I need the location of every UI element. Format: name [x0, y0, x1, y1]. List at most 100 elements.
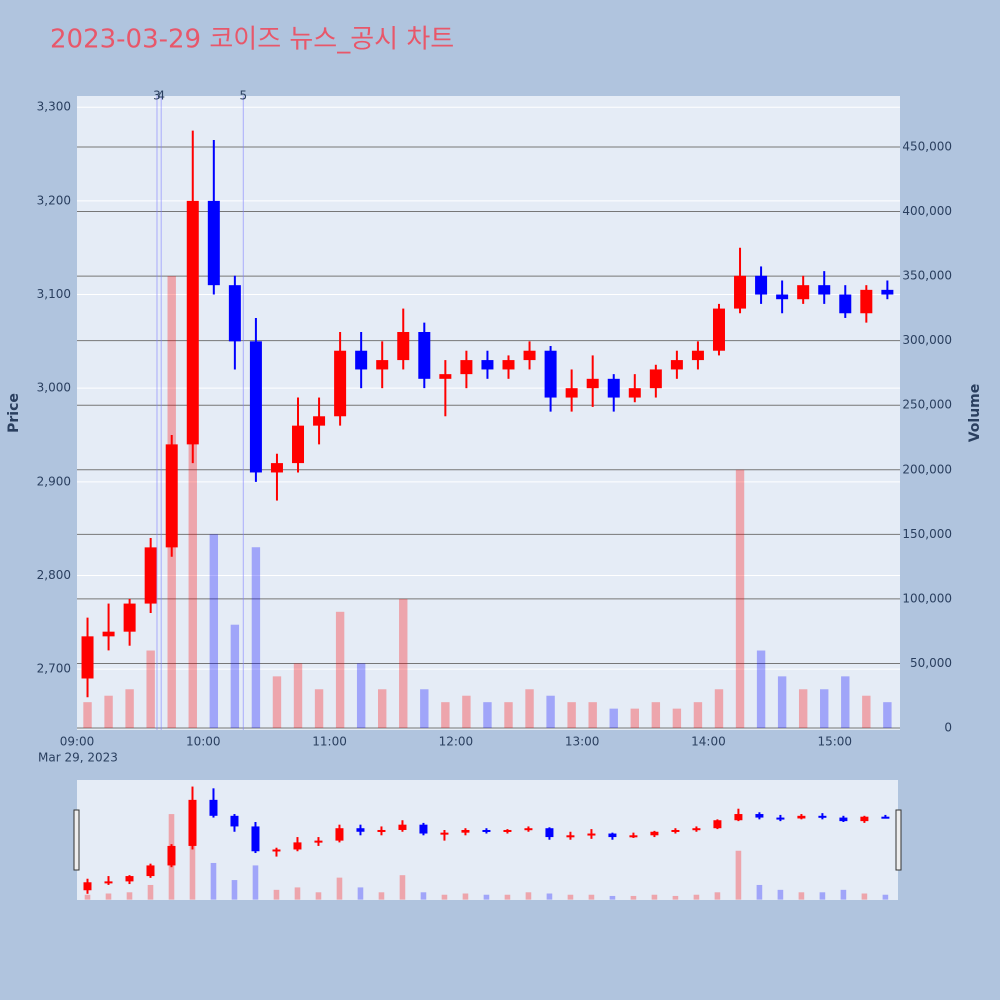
volume-bar — [357, 887, 364, 900]
volume-bar — [651, 894, 658, 900]
plot-area — [77, 96, 900, 730]
volume-bar — [125, 689, 134, 728]
candle-body — [691, 350, 704, 361]
candle-body — [565, 388, 578, 398]
candle-body — [461, 829, 470, 833]
candle-body — [713, 820, 722, 829]
candle-body — [629, 835, 638, 838]
candle-body — [776, 817, 785, 820]
volume-bar — [231, 880, 238, 900]
y-tick-label: 2,700 — [37, 662, 71, 676]
candle-body — [481, 360, 494, 370]
volume-bar — [609, 708, 618, 728]
volume-bar — [189, 826, 196, 900]
candle-body — [587, 833, 596, 836]
volume-bar — [294, 887, 301, 900]
candle-body — [482, 829, 491, 832]
volume-bar — [272, 676, 282, 728]
volume-bar — [756, 884, 763, 900]
volume-bar — [230, 624, 240, 728]
y2-tick-label: 50,000 — [910, 656, 952, 670]
candle-body — [670, 360, 683, 370]
y2-tick-label: 200,000 — [902, 462, 952, 476]
candle-body — [628, 388, 641, 398]
x-tick-label: 09:00 — [60, 735, 95, 749]
volume-bar — [420, 892, 427, 900]
candle-body — [797, 815, 806, 819]
volume-bar — [693, 894, 700, 900]
y-tick-label: 2,800 — [37, 568, 71, 582]
y2-tick-label: 450,000 — [902, 139, 952, 153]
volume-bar — [483, 894, 490, 900]
candle-body — [186, 200, 199, 445]
x-date-label: Mar 29, 2023 — [38, 751, 118, 765]
volume-bar — [630, 708, 639, 728]
volume-bar — [314, 689, 324, 728]
candle-body — [439, 374, 452, 379]
candle-body — [313, 416, 326, 426]
volume-bar — [188, 340, 197, 728]
volume-bar — [756, 650, 766, 728]
volume-bar — [525, 689, 534, 728]
candle-body — [418, 331, 431, 379]
volume-bar — [399, 598, 408, 728]
volume-bar — [567, 894, 574, 900]
volume-bar — [630, 895, 637, 900]
volume-bar — [105, 893, 112, 900]
candle-body — [123, 603, 136, 632]
volume-bar — [273, 889, 280, 900]
volume-bar — [609, 895, 616, 900]
candle-body — [377, 829, 386, 832]
candle-body — [376, 360, 389, 370]
chart-title: 2023-03-29 코이즈 뉴스_공시 차트 — [50, 25, 454, 55]
candle-body — [712, 308, 725, 351]
candle-body — [165, 444, 178, 548]
volume-bar — [504, 894, 511, 900]
candle-body — [144, 547, 157, 604]
volume-bar — [252, 865, 259, 900]
candle-body — [692, 828, 701, 831]
candle-body — [209, 799, 218, 816]
candle-body — [881, 289, 894, 295]
candle-body — [839, 294, 852, 314]
candle-body — [272, 849, 281, 852]
volume-bar — [672, 895, 679, 900]
candle-body — [586, 378, 599, 389]
candle-body — [419, 824, 428, 834]
y2-tick-label: 150,000 — [902, 527, 952, 541]
annotation-label: 5 — [239, 89, 247, 103]
y-tick-label: 3,000 — [37, 381, 71, 395]
candle-body — [755, 275, 768, 295]
y-tick-label: 3,300 — [37, 100, 71, 114]
volume-bar — [126, 892, 133, 900]
candle-body — [314, 840, 323, 843]
candle-body — [545, 828, 554, 838]
volume-bar — [378, 689, 387, 728]
volume-bar — [567, 702, 576, 728]
y-tick-label: 3,100 — [37, 287, 71, 301]
candle-body — [460, 360, 473, 375]
candle-body — [734, 275, 747, 309]
volume-bar — [693, 702, 703, 728]
range-handle[interactable] — [73, 809, 80, 871]
volume-bar — [462, 893, 469, 900]
candle-body — [251, 826, 260, 852]
volume-bar — [315, 892, 322, 900]
volume-bar — [399, 875, 406, 900]
candle-body — [776, 294, 789, 300]
y-axis-title: Price — [6, 393, 22, 433]
volume-bar — [104, 695, 113, 728]
x-tick-label: 11:00 — [312, 735, 347, 749]
range-slider[interactable] — [77, 780, 898, 900]
volume-bar — [798, 689, 808, 728]
x-tick-label: 10:00 — [186, 735, 221, 749]
candle-body — [881, 816, 890, 819]
x-tick-label: 13:00 — [565, 735, 600, 749]
x-tick-label: 12:00 — [439, 735, 474, 749]
volume-bar — [672, 708, 682, 728]
volume-bar — [83, 702, 92, 728]
candle-body — [839, 817, 848, 822]
y2-tick-label: 250,000 — [902, 398, 952, 412]
range-handle[interactable] — [895, 809, 902, 871]
